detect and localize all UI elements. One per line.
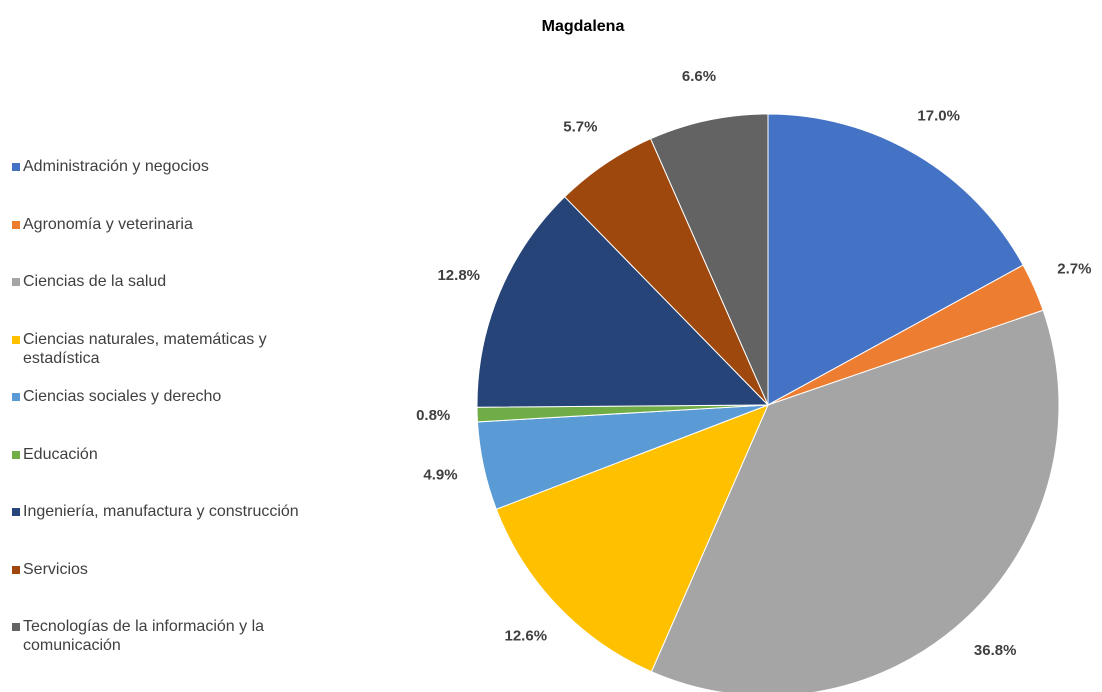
legend-swatch <box>12 163 20 171</box>
legend-item: Ciencias naturales, matemáticas y estadí… <box>12 330 332 368</box>
pie-slice <box>649 113 769 406</box>
legend-item: Ingeniería, manufactura y construcción <box>12 502 332 521</box>
legend-item: Agronomía y veterinaria <box>12 215 332 234</box>
pie-slice <box>767 113 1024 406</box>
data-label: 12.8% <box>437 267 480 284</box>
legend-label: Ingeniería, manufactura y construcción <box>23 503 299 520</box>
legend-label: Ciencias de la salud <box>23 273 167 290</box>
pie-slice <box>476 196 770 408</box>
legend-swatch <box>12 393 20 401</box>
legend-swatch <box>12 450 20 459</box>
legend-swatch <box>12 220 20 229</box>
legend-item: Ciencias de la salud <box>12 272 332 291</box>
pie-slice <box>650 309 1060 692</box>
legend-swatch <box>12 278 20 286</box>
legend-item: Educación <box>12 445 332 464</box>
legend-swatch <box>12 508 20 516</box>
data-label: 17.0% <box>917 108 960 125</box>
legend-label: Ciencias sociales y derecho <box>23 388 222 405</box>
pie-slice <box>495 404 769 673</box>
legend-label: Agronomía y veterinaria <box>23 215 193 233</box>
data-label: 2.7% <box>1057 260 1091 277</box>
legend-swatch <box>12 335 20 344</box>
legend-label: Administración y negocios <box>23 158 209 175</box>
legend-label: Tecnologías de la información y la comun… <box>23 618 265 654</box>
legend-label: Ciencias naturales, matemáticas y estadí… <box>23 330 267 367</box>
legend-swatch <box>12 623 20 631</box>
legend-label: Servicios <box>23 560 88 578</box>
legend-item: Administración y negocios <box>12 157 332 176</box>
legend-item: Tecnologías de la información y la comun… <box>12 617 332 655</box>
data-label: 6.6% <box>682 68 716 85</box>
legend-label: Educación <box>23 445 98 463</box>
data-label: 5.7% <box>563 118 597 135</box>
data-label: 4.9% <box>423 467 457 484</box>
legend-item: Servicios <box>12 560 332 579</box>
data-label: 0.8% <box>416 407 450 424</box>
data-label: 36.8% <box>974 642 1017 659</box>
legend-swatch <box>12 565 20 574</box>
chart-title: Magdalena <box>542 18 625 35</box>
data-label: 12.6% <box>505 627 548 644</box>
legend-item: Ciencias sociales y derecho <box>12 387 332 406</box>
